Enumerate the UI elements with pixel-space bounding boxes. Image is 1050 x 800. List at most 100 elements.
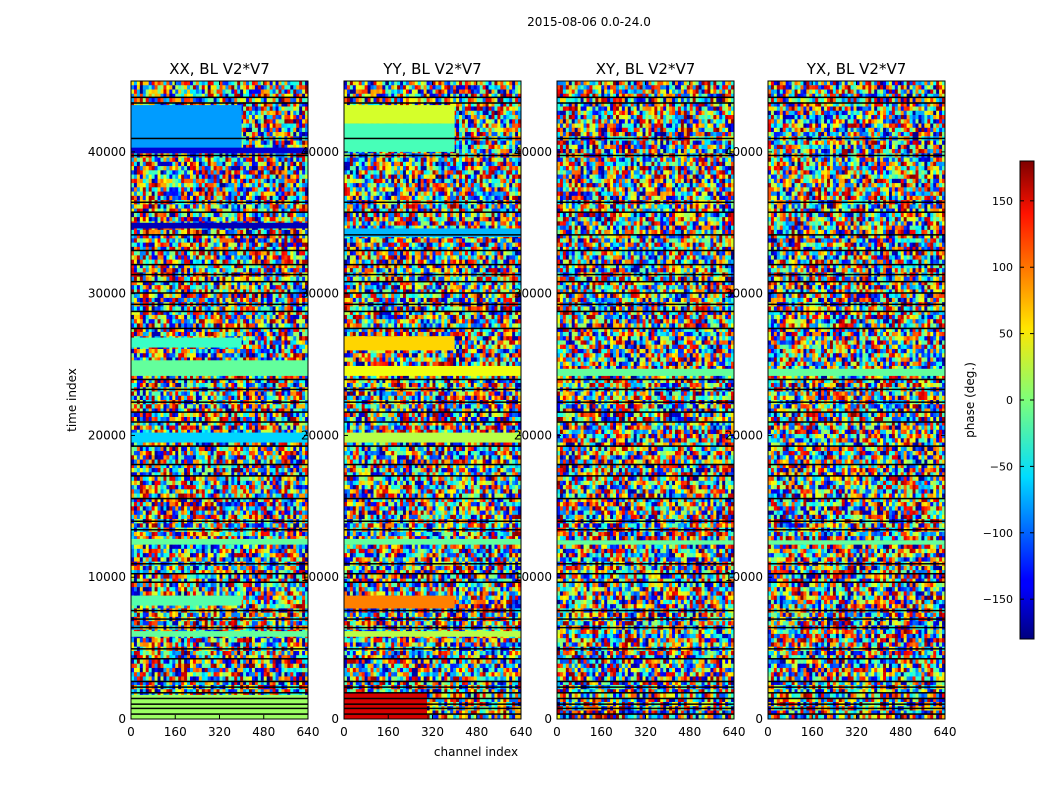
flag-row [557,703,734,705]
phase-image [768,81,945,719]
flag-row [768,280,945,283]
flag-row [768,572,945,575]
x-tick-label: 640 [297,725,320,739]
flag-row [768,327,945,330]
x-tick-label: 640 [510,725,533,739]
flag-row [131,713,308,715]
flag-row [557,520,734,523]
flag-row [557,378,734,381]
y-tick-label: 20000 [514,428,552,442]
flag-row [768,475,945,477]
y-tick-label: 0 [118,712,126,726]
flag-row [344,378,521,381]
colorbar-tick-label: −50 [990,460,1013,473]
phase-band [131,538,308,545]
x-tick-label: 320 [208,725,231,739]
flag-row [344,618,521,620]
x-tick-label: 320 [845,725,868,739]
phase-image [557,81,734,719]
flag-row [344,581,521,583]
flag-row [131,618,308,620]
flag-row [768,137,945,140]
flag-row [344,475,521,477]
x-tick-label: 0 [764,725,772,739]
flag-row [557,292,734,294]
flag-row [344,626,521,629]
flag-row [344,529,521,531]
flag-row [768,303,945,306]
y-tick-label: 0 [331,712,339,726]
flag-row [344,658,521,660]
flag-row [768,292,945,294]
flag-row [131,697,308,700]
flag-row [131,692,308,694]
flag-row [768,463,945,466]
flag-row [557,249,734,252]
flag-row [557,581,734,583]
flag-row [768,697,945,700]
flag-row [131,378,308,381]
flag-row [557,137,734,140]
flag-row [557,263,734,266]
flag-row [344,707,521,710]
flag-row [131,263,308,266]
flag-row [131,388,308,391]
flag-row [344,572,521,575]
flag-row [557,102,734,104]
flag-row [131,475,308,477]
flag-row [768,310,945,313]
flag-row [768,648,945,650]
x-tick-label: 480 [465,725,488,739]
y-tick-label: 20000 [725,428,763,442]
phase-band [344,432,521,443]
y-tick-label: 30000 [301,287,339,301]
flag-row [131,529,308,531]
colorbar-tick-label: 150 [992,195,1013,208]
flag-row [768,211,945,213]
flag-row [344,154,521,157]
flag-row [131,680,308,683]
flag-row [131,310,308,313]
x-tick-label: 0 [553,725,561,739]
y-tick-label: 30000 [88,287,126,301]
flag-row [344,703,521,705]
flag-row [131,658,308,660]
flag-row [768,201,945,204]
flag-row [131,703,308,705]
flag-row [557,96,734,99]
flag-row [768,234,945,236]
flag-row [768,692,945,694]
phase-image [344,81,521,719]
x-tick-label: 160 [377,725,400,739]
y-tick-label: 10000 [301,570,339,584]
flag-row [768,497,945,500]
flag-row [131,648,308,650]
y-axis-label: time index [65,368,79,432]
flag-row [768,686,945,688]
y-tick-label: 40000 [88,145,126,159]
phase-band [344,336,455,351]
flag-row [768,401,945,403]
flag-row [131,463,308,466]
x-tick-label: 160 [801,725,824,739]
panel-title: XY, BL V2*V7 [596,60,696,78]
flag-row [768,618,945,620]
flag-row [768,96,945,99]
flag-row [131,280,308,283]
flag-row [344,280,521,283]
flag-row [131,445,308,447]
flag-row [131,686,308,688]
flag-row [768,249,945,252]
flag-row [344,96,521,99]
phase-band [344,693,427,719]
flag-row [344,249,521,252]
flag-row [768,713,945,715]
flag-row [344,310,521,313]
flag-row [344,609,521,612]
flag-row [344,327,521,330]
flag-row [557,310,734,313]
flag-row [768,581,945,583]
flag-row [557,609,734,612]
flag-row [557,327,734,330]
